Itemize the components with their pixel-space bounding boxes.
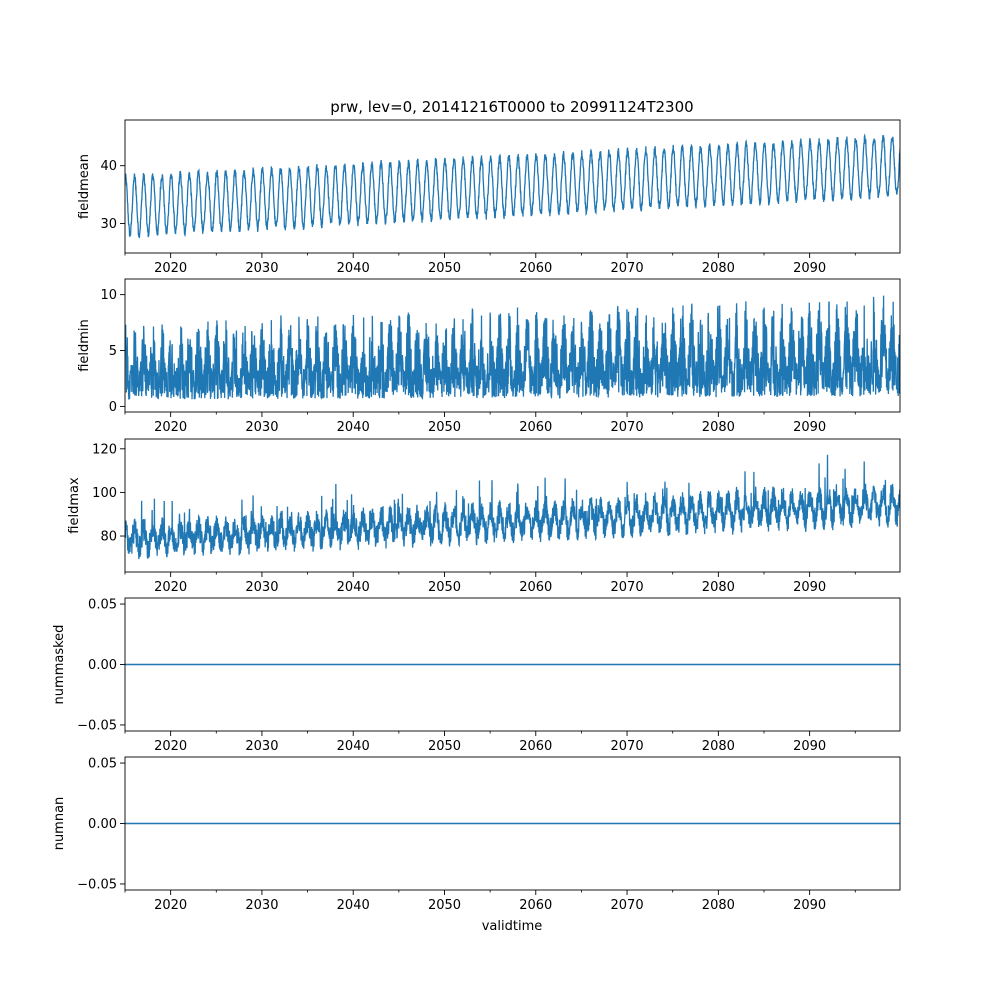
x-tick-label: 2060 [519, 580, 552, 595]
fieldmin-series-line [125, 295, 900, 401]
x-tick-label: 2070 [611, 261, 644, 276]
x-tick-label: 2090 [793, 739, 826, 754]
x-tick-label: 2020 [154, 261, 187, 276]
x-tick-label: 2090 [793, 580, 826, 595]
y-tick-label: −0.05 [77, 877, 117, 892]
y-tick-label: 0.00 [88, 658, 117, 673]
fieldmean-series-line [125, 133, 900, 239]
x-tick-label: 2030 [245, 420, 278, 435]
fieldmin-y-axis-label: fieldmin [77, 319, 92, 372]
x-tick-label: 2020 [154, 580, 187, 595]
y-tick-label: 0.05 [88, 757, 117, 772]
y-tick-label: 40 [100, 159, 117, 174]
x-tick-label: 2070 [611, 580, 644, 595]
fieldmin-axes-frame [124, 278, 901, 413]
y-tick-label: −0.05 [77, 718, 117, 733]
fieldmax-y-axis-label: fieldmax [67, 477, 82, 534]
x-tick-label: 2060 [519, 261, 552, 276]
fieldmean-axes-frame [124, 119, 901, 254]
chart-title: prw, lev=0, 20141216T0000 to 20991124T23… [330, 98, 693, 116]
y-tick-label: 30 [100, 217, 117, 232]
panel-fieldmean: 2020 2030 2040 2050 2060 2070 2080 2090 30 40 fiel… [77, 119, 901, 276]
x-tick-label: 2060 [519, 420, 552, 435]
x-tick-label: 2040 [337, 261, 370, 276]
x-tick-label: 2080 [702, 420, 735, 435]
x-tick-label: 2040 [337, 898, 370, 913]
fieldmean-y-axis-label: fieldmean [77, 154, 92, 219]
y-tick-label: 5 [109, 344, 117, 359]
y-tick-label: 100 [92, 486, 117, 501]
x-tick-label: 2020 [154, 739, 187, 754]
x-tick-label: 2040 [337, 739, 370, 754]
x-tick-label: 2070 [611, 420, 644, 435]
panel-nummasked: 2020 2030 2040 2050 2060 2070 2080 2090 −0.05 0.0… [52, 598, 901, 754]
x-tick-label: 2080 [702, 261, 735, 276]
y-tick-label: 120 [92, 442, 117, 457]
y-tick-label: 0.00 [88, 817, 117, 832]
y-tick-label: 0.05 [88, 598, 117, 613]
x-tick-label: 2090 [793, 420, 826, 435]
x-tick-label: 2020 [154, 420, 187, 435]
x-tick-label: 2030 [245, 261, 278, 276]
x-tick-label: 2030 [245, 898, 278, 913]
x-tick-label: 2020 [154, 898, 187, 913]
x-tick-label: 2030 [245, 580, 278, 595]
x-tick-label: 2050 [428, 739, 461, 754]
y-tick-label: 0 [109, 400, 117, 415]
panel-numnan: 2020 2030 2040 2050 2060 2070 2080 2090 −0.05 0.0… [52, 757, 901, 913]
panel-fieldmin: 2020 2030 2040 2050 2060 2070 2080 2090 0 5 10 fiel… [77, 278, 901, 435]
x-tick-label: 2090 [793, 898, 826, 913]
x-axis-label: validtime [482, 919, 543, 934]
panel-fieldmax: 2020 2030 2040 2050 2060 2070 2080 2090 80 100 120… [67, 438, 901, 595]
x-tick-label: 2080 [702, 739, 735, 754]
fieldmax-series-line [125, 454, 900, 560]
x-tick-label: 2040 [337, 580, 370, 595]
x-tick-label: 2090 [793, 261, 826, 276]
x-tick-label: 2050 [428, 420, 461, 435]
y-tick-label: 10 [100, 288, 117, 303]
x-tick-label: 2070 [611, 739, 644, 754]
x-tick-label: 2050 [428, 261, 461, 276]
x-tick-label: 2050 [428, 898, 461, 913]
nummasked-y-axis-label: nummasked [52, 625, 67, 705]
y-tick-label: 80 [100, 530, 117, 545]
x-tick-label: 2040 [337, 420, 370, 435]
fieldmax-axes-frame [124, 438, 901, 573]
panels: 2020 2030 2040 2050 2060 2070 2080 2090 30 40 fiel… [52, 119, 901, 913]
x-tick-label: 2030 [245, 739, 278, 754]
x-tick-label: 2060 [519, 898, 552, 913]
x-tick-label: 2080 [702, 898, 735, 913]
numnan-y-axis-label: numnan [52, 797, 67, 851]
x-tick-label: 2070 [611, 898, 644, 913]
x-tick-label: 2060 [519, 739, 552, 754]
x-tick-label: 2080 [702, 580, 735, 595]
x-tick-label: 2050 [428, 580, 461, 595]
